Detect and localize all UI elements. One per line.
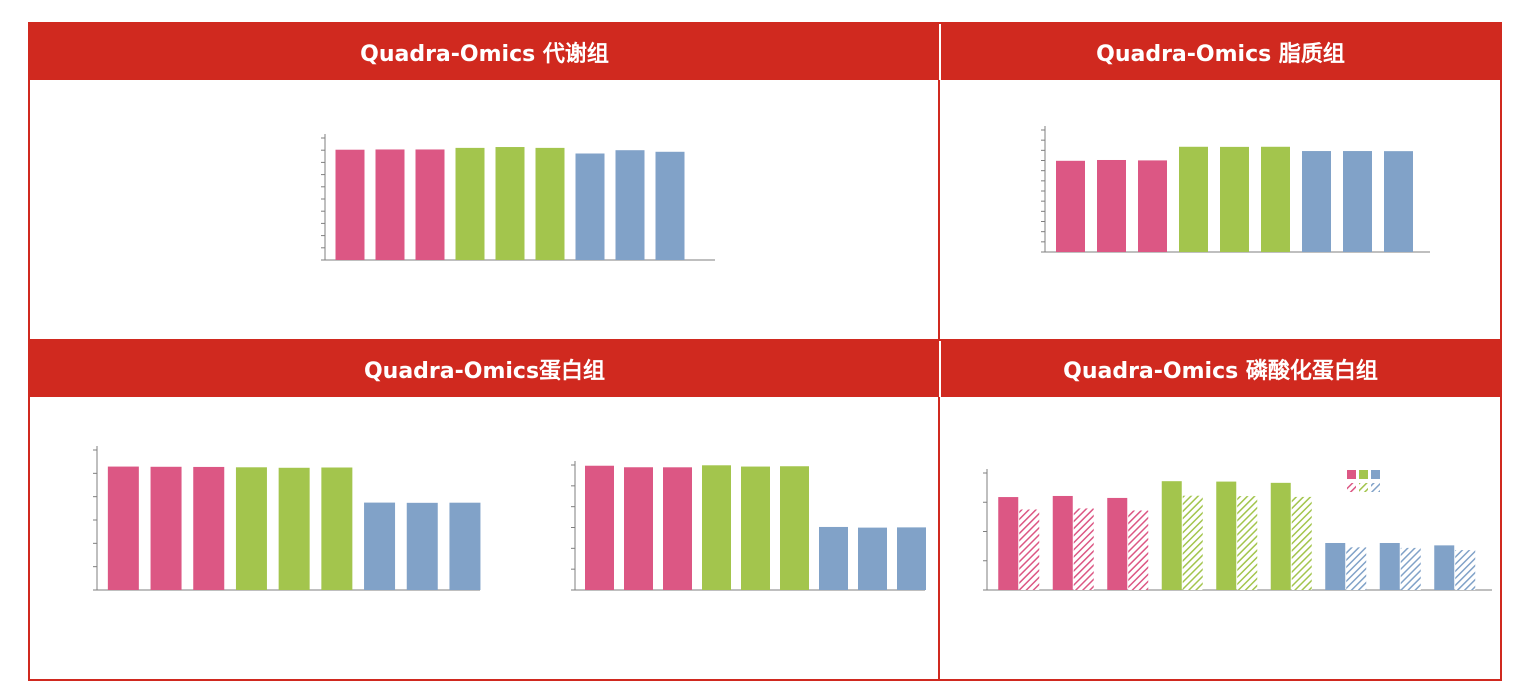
bar-cell_a_2: [375, 149, 405, 260]
bar-tissue_a_2-all: [1379, 542, 1400, 590]
bar-cell_b_1: [702, 465, 731, 590]
bar-cell_a_3: [663, 467, 692, 590]
bar-cell_a_1-unique: [1019, 509, 1040, 590]
bar-cell_a_1: [335, 149, 365, 260]
legend-swatch: [1371, 483, 1380, 492]
bar-cell_b_1: [1179, 146, 1208, 252]
bar-cell_b_2: [495, 147, 525, 260]
bar-tissue_a_2: [858, 527, 887, 590]
bar-cell_a_1: [107, 466, 139, 590]
bar-tissue_a_2: [615, 150, 645, 260]
header-metabolome: Quadra-Omics 代谢组: [30, 24, 939, 80]
legend-swatch: [1347, 470, 1356, 479]
bar-cell_a_3: [415, 149, 445, 260]
bar-cell_b_3: [780, 466, 809, 590]
bar-cell_b_3: [1261, 146, 1290, 252]
legend-swatch: [1371, 470, 1380, 479]
bar-cell_b_2: [741, 466, 770, 590]
bar-tissue_a_2-unique: [1400, 547, 1421, 590]
bar-tissue_a_1: [819, 526, 848, 590]
bar-cell_a_1: [1056, 160, 1085, 252]
metabolome-chart: [321, 134, 715, 261]
bar-cell_a_2-unique: [1073, 508, 1094, 590]
bar-tissue_a_3-all: [1434, 545, 1455, 590]
bar-tissue_a_1-unique: [1346, 547, 1367, 590]
bar-cell_a_3: [193, 466, 225, 590]
lipidome-chart: [1041, 126, 1430, 253]
bar-tissue_a_1: [575, 153, 605, 260]
legend-swatch: [1359, 470, 1368, 479]
bar-cell_b_1-unique: [1182, 495, 1203, 590]
bar-tissue_a_3: [897, 527, 926, 590]
bar-tissue_a_3-unique: [1455, 550, 1476, 590]
bar-tissue_a_3: [1384, 151, 1413, 252]
protein-chart: [93, 446, 481, 591]
header-lipidome: Quadra-Omics 脂质组: [941, 24, 1500, 80]
bar-cell_a_2-all: [1052, 495, 1073, 590]
peptide-chart: [571, 461, 926, 591]
bar-cell_b_2: [278, 467, 310, 590]
header-proteome: Quadra-Omics蛋白组: [30, 341, 939, 397]
bar-cell_a_2: [1097, 159, 1126, 252]
divider-middle: [30, 339, 1500, 341]
legend-swatch: [1359, 483, 1368, 492]
bar-cell_a_3-unique: [1128, 510, 1149, 590]
bar-cell_b_3-all: [1270, 482, 1291, 590]
phospho-chart: [983, 469, 1492, 591]
bar-tissue_a_2: [1343, 151, 1372, 252]
bar-tissue_a_1: [364, 502, 396, 590]
divider-bottom: [938, 397, 940, 681]
bar-cell_b_2: [1220, 146, 1249, 252]
bar-cell_b_1-all: [1161, 481, 1182, 590]
divider-top: [938, 80, 940, 341]
bar-tissue_a_1-all: [1325, 542, 1346, 590]
bar-cell_b_3: [535, 147, 565, 260]
bar-cell_a_3: [1138, 160, 1167, 252]
bar-cell_b_2-all: [1216, 481, 1237, 590]
bar-cell_a_1-all: [998, 497, 1019, 590]
legend-swatch: [1347, 483, 1356, 492]
header-phospho: Quadra-Omics 磷酸化蛋白组: [941, 341, 1500, 397]
bar-cell_b_2-unique: [1237, 496, 1258, 590]
bar-tissue_a_3: [449, 502, 481, 590]
bar-cell_a_2: [150, 466, 182, 590]
bar-cell_b_1: [235, 467, 267, 590]
bar-tissue_a_3: [655, 151, 685, 260]
bar-cell_a_2: [624, 467, 653, 590]
bar-cell_a_3-all: [1107, 497, 1128, 590]
bar-cell_b_3: [321, 467, 353, 590]
bar-tissue_a_1: [1302, 151, 1331, 252]
bar-cell_b_3-unique: [1291, 496, 1312, 590]
bar-cell_a_1: [585, 465, 614, 590]
bar-tissue_a_2: [406, 502, 438, 590]
bar-cell_b_1: [455, 147, 485, 260]
